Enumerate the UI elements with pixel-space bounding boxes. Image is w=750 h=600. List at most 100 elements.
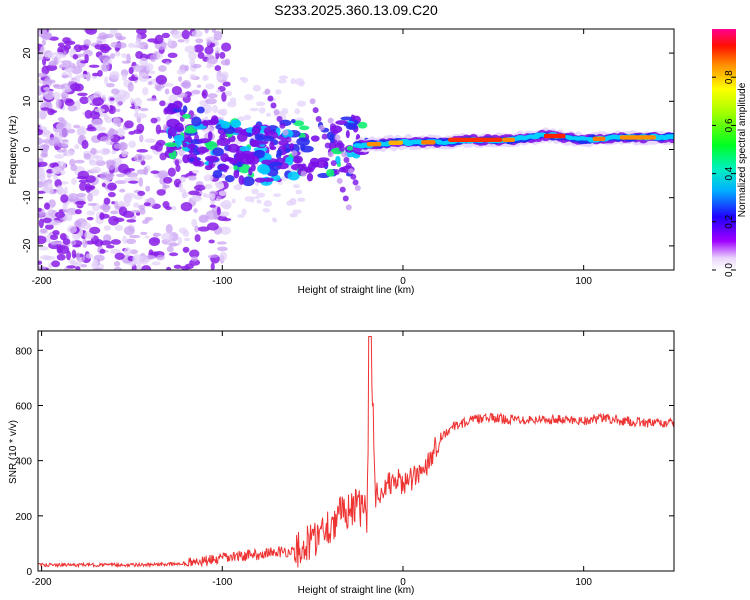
spectrogram-cell [282, 129, 289, 136]
spectrogram-cell [177, 236, 182, 245]
spectrogram-cell [294, 156, 301, 163]
spectrogram-cell [191, 30, 203, 38]
spectrogram-cell [239, 76, 246, 81]
spectrogram-cell [111, 150, 117, 155]
spectrogram-cell [202, 75, 207, 82]
spectrogram-cell [76, 127, 86, 136]
spectrogram-cell [77, 92, 88, 97]
spectrogram-cell [189, 73, 197, 80]
spectrogram-cell [110, 239, 121, 245]
spectrogram-cell [198, 214, 209, 224]
spectrogram-cell [246, 132, 253, 137]
spectrogram-cell [106, 160, 116, 171]
spectrogram-cell [354, 185, 361, 192]
spectrogram-x-tick-label: 100 [575, 276, 592, 287]
spectrogram-cell [161, 32, 170, 39]
spectrogram-cell [74, 209, 82, 215]
spectrogram-cell [99, 172, 109, 180]
spectrogram-cell [85, 253, 94, 259]
spectrogram-cell [178, 227, 188, 234]
spectrogram-cell [60, 194, 69, 203]
spectrogram-cell [165, 266, 172, 270]
spectrogram-cell [83, 153, 92, 160]
spectrogram-cell [285, 136, 292, 143]
spectrogram-cell [129, 97, 135, 104]
spectrogram-cell [113, 261, 121, 267]
spectrogram-cell [224, 58, 231, 66]
spectrogram-cell [133, 202, 140, 208]
spectrogram-cell [119, 188, 126, 193]
spectrogram-cell [294, 108, 301, 115]
spectrogram-cell [188, 175, 197, 181]
spectrogram-cell [43, 87, 50, 91]
spectrogram-cell [69, 83, 81, 91]
spectrogram-cell [123, 194, 132, 203]
spectrogram-hot-segment [448, 137, 503, 143]
spectrogram-cell [144, 44, 149, 50]
spectrogram-cell [109, 97, 115, 101]
spectrogram-cell [269, 141, 275, 150]
spectrogram-cell [65, 211, 73, 222]
spectrogram-cell [49, 234, 59, 241]
spectrogram-cell [256, 199, 262, 204]
spectrogram-cell [209, 204, 216, 208]
spectrogram-cell [275, 89, 282, 95]
spectrogram-cell [203, 174, 214, 182]
spectrogram-cell [193, 208, 198, 214]
spectrogram-cell [116, 117, 122, 128]
spectrogram-cell [104, 116, 113, 124]
spectrogram-cell [188, 190, 200, 196]
spectrogram-cell [296, 137, 310, 146]
spectrogram-cell [146, 97, 158, 102]
spectrogram-cell [269, 161, 283, 167]
spectrogram-cell [99, 136, 111, 142]
spectrogram-cell [165, 223, 173, 234]
spectrogram-cell [88, 64, 100, 68]
spectrogram-field [38, 29, 674, 270]
spectrogram-cell [213, 211, 218, 221]
spectrogram-cell [103, 197, 111, 205]
spectrogram-cell [79, 181, 88, 191]
colorbar: 0.0 0.2 0.4 0.6 0.8 Normalized spectral ampl… [712, 29, 748, 277]
spectrogram-cell [71, 65, 83, 75]
spectrogram-cell [252, 84, 262, 92]
colorbar-gradient [712, 29, 736, 270]
snr-x-tick-label: 100 [575, 577, 592, 588]
spectrogram-cell [176, 69, 186, 75]
spectrogram-cell [71, 249, 77, 259]
spectrogram-cell [128, 66, 134, 75]
spectrogram-cell [230, 119, 242, 128]
spectrogram-cell [204, 165, 213, 171]
spectrogram-cell [163, 82, 174, 87]
spectrogram-cell [343, 156, 350, 163]
spectrogram-cell [217, 109, 225, 115]
spectrogram-cell [43, 202, 51, 210]
spectrogram-cell [104, 76, 109, 85]
spectrogram-cell [92, 97, 104, 107]
spectrogram-cell [254, 177, 266, 183]
spectrogram-cell [38, 137, 44, 145]
snr-y-ticks: 0 200 400 600 800 [15, 346, 674, 578]
spectrogram-cell [174, 122, 184, 133]
spectrogram-cell [122, 235, 128, 244]
spectrogram-cell [297, 163, 304, 170]
spectrogram-cell [236, 161, 243, 168]
spectrogram-cell [155, 124, 162, 135]
spectrogram-cell [245, 155, 260, 165]
spectrogram-cell [262, 135, 275, 142]
snr-x-tick-label: -200 [32, 577, 52, 588]
spectrogram-cell [51, 166, 63, 175]
spectrogram-cell [133, 97, 142, 107]
spectrogram-cell [184, 64, 190, 72]
spectrogram-cell [62, 37, 71, 44]
spectrogram-cell [334, 134, 341, 141]
spectrogram-cell [204, 183, 213, 190]
spectrogram-cell [69, 158, 76, 167]
spectrogram-cell [54, 211, 66, 219]
spectrogram-cell [212, 147, 224, 157]
spectrogram-cell [183, 237, 191, 242]
spectrogram-cell [58, 127, 69, 138]
spectrogram-cell [233, 165, 239, 171]
snr-y-tick-label: 800 [15, 346, 32, 357]
spectrogram-cell [38, 212, 45, 218]
